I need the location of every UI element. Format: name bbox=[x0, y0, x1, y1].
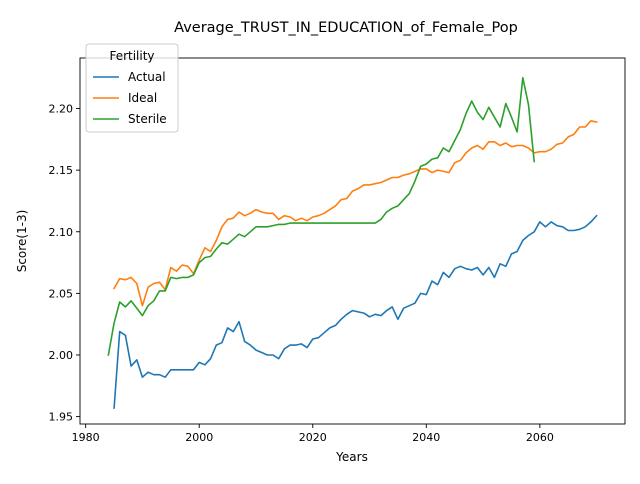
y-axis-label: Score(1-3) bbox=[15, 210, 29, 273]
legend-label-actual: Actual bbox=[128, 70, 166, 84]
legend: Fertility Actual Ideal Sterile bbox=[85, 43, 179, 133]
x-axis-label: Years bbox=[335, 450, 368, 464]
axes-frame bbox=[79, 57, 626, 425]
y-tick-label: 2.10 bbox=[49, 226, 74, 239]
y-tick-label: 2.05 bbox=[49, 287, 74, 300]
series-line-sterile bbox=[107, 76, 536, 356]
legend-label-ideal: Ideal bbox=[128, 91, 157, 105]
legend-title: Fertility bbox=[109, 49, 154, 63]
series-line-actual bbox=[113, 214, 598, 409]
y-tick-label: 1.95 bbox=[49, 411, 74, 424]
y-tick-label: 2.20 bbox=[49, 103, 74, 116]
x-tick-label: 2060 bbox=[526, 431, 554, 444]
x-tick-label: 2020 bbox=[299, 431, 327, 444]
x-tick-label: 1980 bbox=[72, 431, 100, 444]
legend-box bbox=[85, 43, 179, 133]
legend-items: Actual Ideal Sterile bbox=[93, 70, 167, 126]
plot-area bbox=[107, 76, 598, 409]
y-tick-label: 2.00 bbox=[49, 349, 74, 362]
x-axis-ticks: 1980 2000 2020 2040 2060 bbox=[72, 424, 554, 444]
y-axis-ticks: 1.95 2.00 2.05 2.10 2.15 2.20 bbox=[49, 103, 80, 424]
legend-label-sterile: Sterile bbox=[128, 112, 167, 126]
y-tick-label: 2.15 bbox=[49, 164, 74, 177]
x-tick-label: 2040 bbox=[412, 431, 440, 444]
x-tick-label: 2000 bbox=[185, 431, 213, 444]
chart-title: Average_TRUST_IN_EDUCATION_of_Female_Pop bbox=[174, 20, 518, 36]
